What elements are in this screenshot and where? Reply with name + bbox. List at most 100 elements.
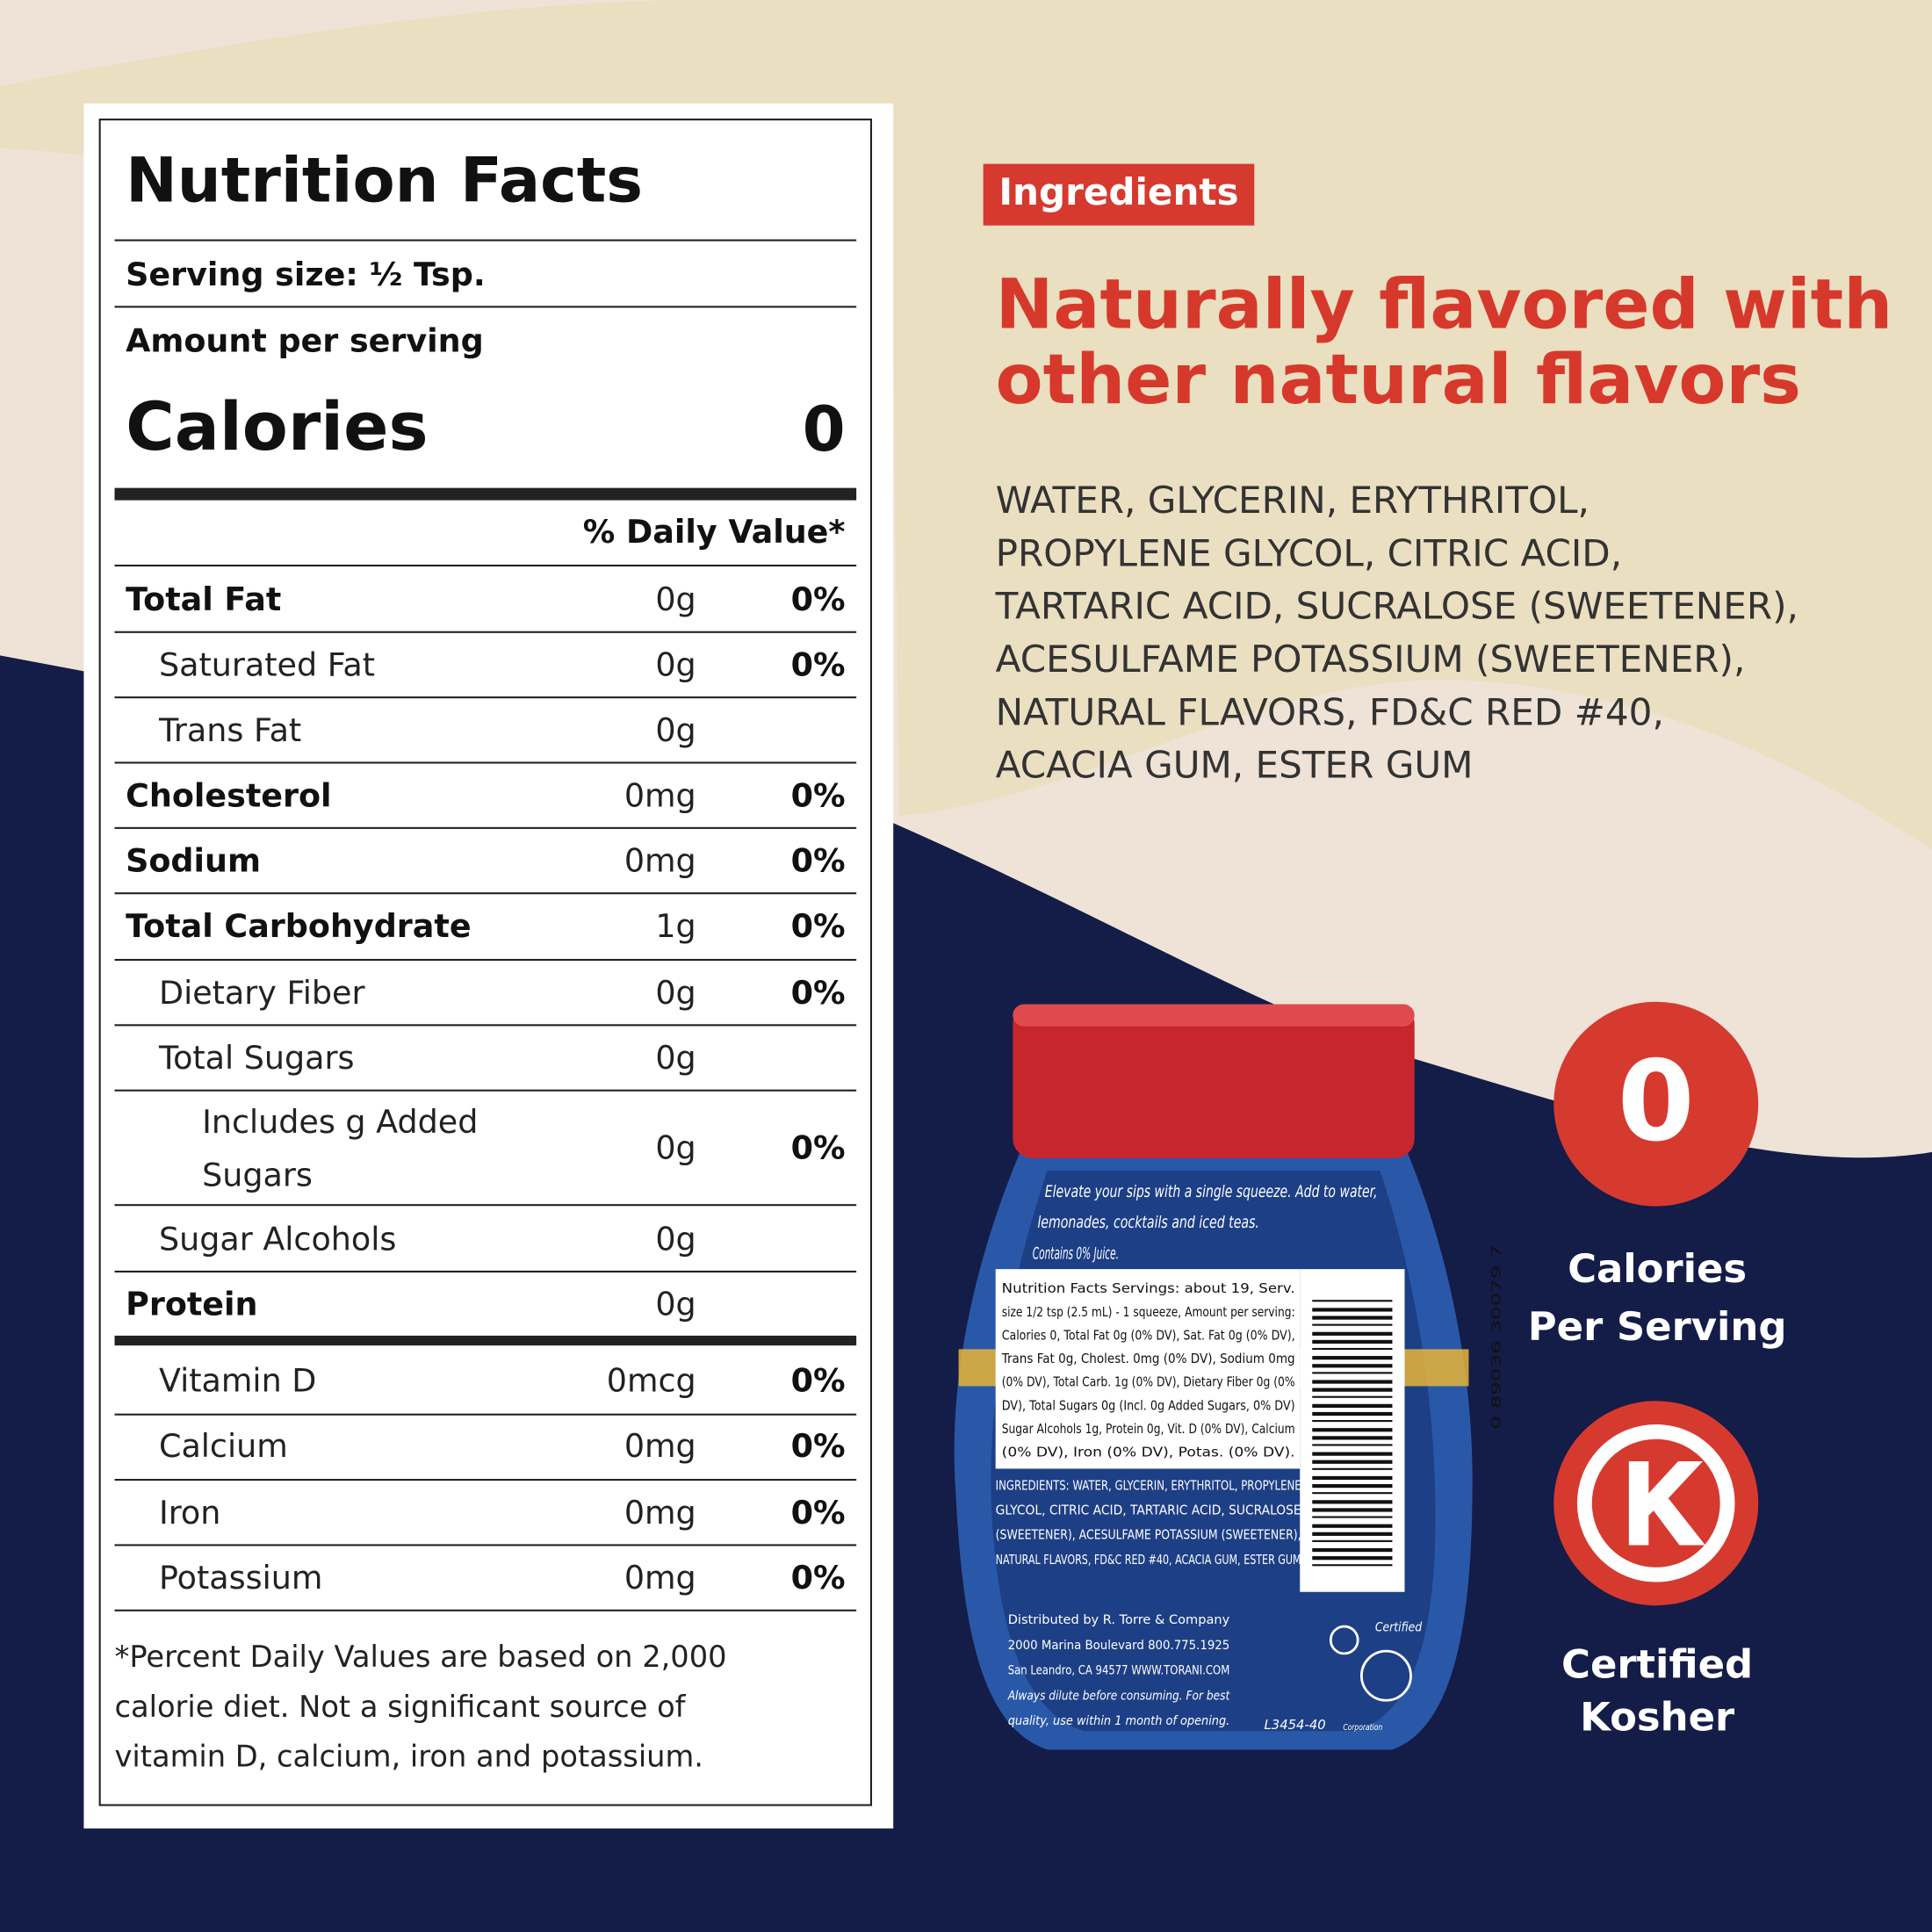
rule [114, 1479, 857, 1481]
nutrient-amount: 0g [655, 1129, 696, 1167]
nutrient-name: Saturated Fat [159, 646, 375, 684]
bottle-ingredients: (SWEETENER), ACESULFAME POTASSIUM (SWEET… [996, 1527, 1301, 1543]
calories-value: 0 [803, 393, 846, 465]
nutrient-amount: 0g [655, 974, 696, 1012]
barcode-bar [1312, 1316, 1393, 1320]
rule [114, 487, 857, 501]
ingredient-line: WATER, GLYCERIN, ERYTHRITOL, [996, 479, 1590, 522]
bottle-tagline: Elevate your sips with a single squeeze.… [1045, 1183, 1378, 1201]
nutrient-name: Trans Fat [158, 711, 301, 749]
bottle-certified: Certified [1375, 1620, 1422, 1634]
bottle-distributor: Always dilute before consuming. For best [1007, 1689, 1230, 1703]
nutrient-dv: 0% [791, 1494, 846, 1532]
ingredients-tag-box [983, 163, 1255, 226]
rule [114, 1609, 857, 1611]
kosher-k [1628, 1461, 1705, 1546]
rule [114, 892, 857, 895]
nutrient-name: Vitamin D [159, 1362, 316, 1400]
rule [114, 826, 857, 829]
nutrient-name: Calcium [159, 1427, 288, 1465]
ingredient-line: NATURAL FLAVORS, FD&C RED #40, [996, 690, 1664, 733]
bottle-nutrition: Nutrition Facts Servings: about 19, Serv… [1002, 1280, 1295, 1296]
badge-label: Calories [1568, 1245, 1747, 1292]
barcode-bar [1312, 1364, 1393, 1368]
nutrient-amount: 0mg [624, 1427, 696, 1465]
barcode-bar [1312, 1323, 1393, 1326]
rule [114, 306, 857, 308]
footnote: *Percent Daily Values are based on 2,000 [114, 1640, 726, 1674]
label-title: Nutrition Facts [126, 144, 643, 216]
barcode-bar [1312, 1420, 1393, 1423]
barcode-bar [1312, 1516, 1393, 1518]
badge-label: Certified [1561, 1640, 1753, 1687]
barcode-bar [1312, 1388, 1393, 1392]
barcode-bar [1312, 1547, 1393, 1553]
rule [114, 696, 857, 699]
badge-label: Per Serving [1528, 1303, 1787, 1350]
nutrient-dv: 0% [791, 1559, 846, 1597]
bottle-barcode-digits: 0 89036 30079 7 [1490, 1244, 1504, 1429]
nutrient-name: Total Carbohydrate [126, 907, 471, 945]
bottle-cap-rim [1013, 1004, 1415, 1027]
nutrient-amount: 0g [655, 711, 696, 749]
rule [114, 631, 857, 633]
bottle-nutrition: size 1/2 tsp (2.5 mL) - 1 squeeze, Amoun… [1002, 1304, 1295, 1320]
bottle-nutrition-panel [995, 1269, 1301, 1469]
headline: Naturally flavored with [996, 264, 1892, 345]
footnote: calorie diet. Not a significant source o… [114, 1690, 686, 1724]
bottle-distributor: quality, use within 1 month of opening. [1008, 1714, 1230, 1728]
bottle-tagline: lemonades, cocktails and iced teas. [1037, 1214, 1259, 1232]
bottle-distributor: Distributed by R. Torre & Company [1008, 1613, 1230, 1627]
bottle-cap [1013, 1004, 1415, 1158]
nutrient-dv: 0% [791, 646, 846, 684]
barcode-bar [1312, 1556, 1393, 1561]
barcode-bar [1312, 1436, 1393, 1440]
serving-size: Serving size: ½ Tsp. [126, 256, 486, 293]
bottle-lot: L3454-40 [1265, 1717, 1326, 1733]
rule [114, 958, 857, 962]
bottle-nutrition: (0% DV), Total Carb. 1g (0% DV), Dietary… [1002, 1374, 1295, 1390]
rule [114, 1270, 857, 1273]
barcode-bar [1312, 1492, 1393, 1495]
barcode-bar [1312, 1475, 1393, 1481]
rule [114, 1544, 857, 1546]
footnote: vitamin D, calcium, iron and potassium. [114, 1740, 703, 1774]
badge-label: Kosher [1580, 1694, 1734, 1741]
nutrient-dv: 0% [791, 1129, 846, 1167]
nutrient-amount: 0g [655, 1220, 696, 1258]
nutrient-dv: 0% [791, 776, 846, 814]
nutrient-amount: 0g [655, 1039, 696, 1077]
barcode-bar [1312, 1356, 1393, 1360]
badge-value: 0 [1618, 1036, 1695, 1165]
nutrient-dv: 0% [791, 580, 846, 618]
bottle-ingredients: NATURAL FLAVORS, FD&C RED #40, ACACIA GU… [996, 1552, 1301, 1568]
barcode-bar [1312, 1411, 1393, 1417]
barcode-bar [1312, 1339, 1393, 1344]
barcode-bar [1312, 1428, 1393, 1432]
nutrient-name: Sugar Alcohols [159, 1220, 396, 1258]
barcode-bar [1312, 1347, 1393, 1351]
nutrient-name: Total Sugars [158, 1039, 355, 1077]
amount-per-serving: Amount per serving [126, 322, 484, 360]
barcode-bar [1312, 1532, 1393, 1536]
nutrient-name: Protein [126, 1286, 257, 1323]
daily-value-header: % Daily Value* [583, 513, 846, 551]
rule [114, 761, 857, 764]
nutrient-dv: 0% [791, 842, 846, 880]
nutrient-dv: 0% [791, 1427, 846, 1465]
nutrient-amount: 0mg [624, 1494, 696, 1532]
bottle-kosher [1329, 1625, 1359, 1655]
barcode-bar [1312, 1460, 1393, 1464]
barcode-bar [1312, 1444, 1393, 1446]
nutrient-amount: 0mg [624, 776, 696, 814]
barcode-bar [1312, 1452, 1393, 1456]
rule [114, 1024, 857, 1027]
barcode-bar [1312, 1300, 1393, 1302]
barcode-bar [1312, 1308, 1393, 1312]
nutrient-dv: 0% [791, 1362, 846, 1400]
bottle-tagline: Contains 0% Juice. [1033, 1244, 1119, 1263]
nutrient-name: Total Fat [126, 580, 281, 618]
bottle-distributor: 2000 Marina Boulevard 800.775.1925 [1008, 1639, 1230, 1653]
nutrient-name: Includes g Added [202, 1103, 478, 1141]
